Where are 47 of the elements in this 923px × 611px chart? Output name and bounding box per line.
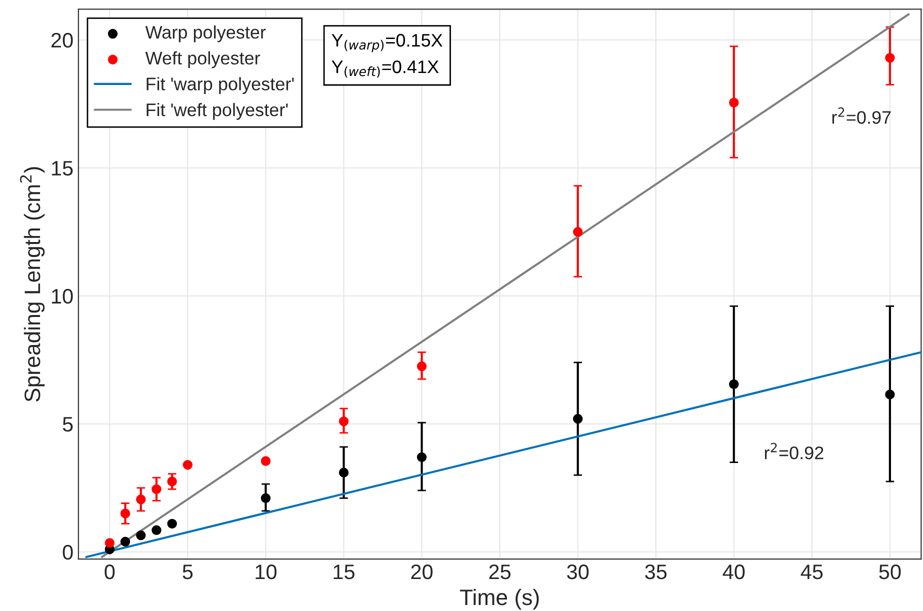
legend-label: Weft polyester <box>145 51 260 68</box>
x-tick-label: 40 <box>722 564 745 580</box>
point <box>136 530 146 540</box>
x-tick-label: 15 <box>334 564 354 580</box>
x-axis-title: Time (s) <box>460 588 539 610</box>
x-tick-label: 0 <box>104 564 115 580</box>
legend-label: Fit 'weft polyester' <box>146 102 288 120</box>
annotation: r$^{2}$=0.97 <box>832 107 891 124</box>
point <box>885 390 895 400</box>
point <box>416 361 427 372</box>
point <box>729 98 739 108</box>
y-tick-label: 0 <box>62 544 73 560</box>
point <box>885 52 895 63</box>
x-tick-label: 45 <box>800 564 823 580</box>
x-tick-label: 35 <box>645 564 667 580</box>
x-tick-label: 50 <box>879 564 901 580</box>
point <box>120 536 130 547</box>
annotation: r$^{2}$=0.92 <box>764 442 824 460</box>
point <box>152 484 162 494</box>
y-tick-label: 5 <box>62 417 73 432</box>
point <box>182 460 193 470</box>
legend-label: Fit 'warp polyester' <box>146 77 294 94</box>
x-tick-label: 30 <box>567 564 589 580</box>
point <box>416 452 427 462</box>
x-tick-label: 10 <box>256 564 276 580</box>
x-tick-label: 25 <box>489 564 511 580</box>
y-tick-label: 20 <box>51 32 73 48</box>
point <box>572 414 583 424</box>
y-axis-title: Spreading Length (cm$^{2}$) <box>20 167 45 402</box>
point <box>167 518 177 529</box>
point <box>338 416 349 426</box>
point <box>260 456 271 466</box>
x-tick-label: 5 <box>182 564 193 580</box>
point <box>167 476 177 486</box>
point <box>152 525 162 535</box>
legend-label: Warp polyester <box>145 25 266 42</box>
point <box>120 508 130 518</box>
y-tick-label: 10 <box>52 288 73 304</box>
point <box>260 493 271 503</box>
text: Y$_{(warp)}$=0.15X Y$_{(weft)}$=0.41X <box>332 34 442 78</box>
point <box>338 468 349 478</box>
point <box>729 379 739 390</box>
x-tick-label: 20 <box>411 564 433 580</box>
point <box>572 227 583 237</box>
point <box>104 538 115 548</box>
point <box>136 494 146 504</box>
y-tick-label: 15 <box>52 161 73 176</box>
